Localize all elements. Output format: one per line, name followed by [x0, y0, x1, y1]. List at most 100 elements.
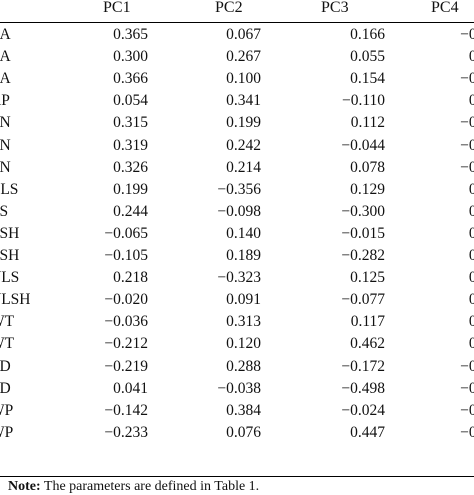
row-label: LSH — [0, 247, 20, 264]
cell-pc1: −0.212 — [104, 335, 148, 353]
cell-pc4: 0.22 — [468, 202, 474, 220]
cell-pc1: −0.219 — [104, 357, 148, 375]
table-row: VLS 0.218 −0.323 0.125 0.17 — [0, 267, 474, 289]
cell-pc3: 0.112 — [350, 114, 385, 132]
cell-pc2: 0.341 — [226, 92, 261, 110]
cell-pc3: −0.044 — [341, 136, 385, 154]
cell-pc3: −0.282 — [341, 247, 385, 264]
cell-pc2: 0.076 — [226, 423, 261, 441]
table-row: LA 0.365 0.067 0.166 −0.03 — [0, 24, 474, 46]
cell-pc3: −0.024 — [341, 401, 385, 419]
cell-pc4: 0.16 — [468, 247, 474, 264]
table-row: LN 0.319 0.242 −0.044 −0.02 — [0, 135, 474, 157]
cell-pc1: −0.065 — [104, 224, 148, 242]
row-label: WP — [0, 401, 14, 419]
cell-pc4: 0.17 — [468, 269, 474, 287]
table-row: WP −0.233 0.076 0.447 −0.04 — [0, 422, 474, 444]
cell-pc3: 0.462 — [350, 335, 385, 353]
table-row: TD −0.219 0.288 −0.172 −0.18 — [0, 356, 474, 378]
cell-pc2: 0.214 — [226, 158, 261, 176]
cell-pc2: 0.313 — [226, 313, 261, 331]
cell-pc1: 0.300 — [113, 48, 148, 66]
row-label: WP — [0, 423, 14, 441]
cell-pc4: −0.03 — [460, 26, 474, 43]
row-label: WT — [0, 335, 15, 353]
table-row: LA 0.366 0.100 0.154 −0.03 — [0, 68, 474, 90]
note-label: Note: — [8, 479, 41, 494]
cell-pc3: −0.015 — [341, 224, 385, 242]
cell-pc4: 0.64 — [468, 291, 474, 309]
cell-pc3: 0.166 — [350, 26, 385, 43]
row-label: VLS — [0, 269, 20, 287]
row-label: TD — [0, 357, 11, 375]
cell-pc3: −0.077 — [341, 291, 385, 309]
cell-pc2: 0.267 — [226, 48, 261, 66]
cell-pc4: 0.10 — [468, 92, 474, 110]
cell-pc3: −0.110 — [341, 92, 385, 110]
cell-pc1: 0.054 — [113, 92, 148, 110]
cell-pc2: −0.323 — [217, 269, 261, 287]
cell-pc1: 0.218 — [113, 269, 148, 287]
cell-pc3: −0.172 — [341, 357, 385, 375]
cell-pc1: 0.244 — [113, 202, 148, 220]
row-label: CLS — [0, 180, 19, 198]
cell-pc3: 0.055 — [350, 48, 385, 66]
cell-pc2: −0.098 — [217, 202, 261, 220]
table-row: LN 0.315 0.199 0.112 −0.12 — [0, 112, 474, 134]
row-label: TD — [0, 379, 11, 397]
cell-pc2: 0.100 — [226, 70, 261, 88]
row-label: LA — [0, 26, 11, 43]
cell-pc1: −0.105 — [104, 247, 148, 264]
table-row: LSH −0.105 0.189 −0.282 0.16 — [0, 245, 474, 267]
cell-pc1: −0.036 — [104, 313, 148, 331]
cell-pc4: −0.12 — [460, 114, 474, 132]
table-row: LA 0.300 0.267 0.055 0.02 — [0, 46, 474, 68]
cell-pc3: 0.447 — [350, 423, 385, 441]
cell-pc3: −0.498 — [341, 379, 385, 397]
cell-pc2: −0.356 — [217, 180, 261, 198]
cell-pc1: 0.366 — [113, 70, 148, 88]
cell-pc4: −0.23 — [460, 379, 474, 397]
cell-pc1: 0.365 — [113, 26, 148, 43]
header-rule — [0, 22, 474, 23]
cell-pc3: 0.078 — [350, 158, 385, 176]
column-header-pc2: PC2 — [215, 0, 243, 16]
cell-pc2: 0.091 — [226, 291, 261, 309]
cell-pc4: 0.16 — [468, 180, 474, 198]
table-row: LSH −0.065 0.140 −0.015 0.54 — [0, 223, 474, 245]
row-label: WT — [0, 313, 15, 331]
column-header-pc3: PC3 — [321, 0, 349, 16]
table-row: WP −0.142 0.384 −0.024 −0.05 — [0, 400, 474, 422]
cell-pc3: −0.300 — [341, 202, 385, 220]
cell-pc1: 0.319 — [113, 136, 148, 154]
row-label: AP — [0, 92, 10, 110]
cell-pc3: 0.154 — [350, 70, 385, 88]
cell-pc1: 0.041 — [113, 379, 148, 397]
cell-pc4: 0.54 — [468, 224, 474, 242]
row-label: LN — [0, 114, 11, 132]
cell-pc3: 0.125 — [350, 269, 385, 287]
table-row: LN 0.326 0.214 0.078 −0.10 — [0, 157, 474, 179]
table-note: Note: The parameters are defined in Tabl… — [8, 479, 259, 495]
cell-pc4: −0.05 — [460, 401, 474, 419]
row-label: LSH — [0, 224, 20, 242]
cell-pc2: 0.242 — [226, 136, 261, 154]
cell-pc1: −0.020 — [104, 291, 148, 309]
cell-pc4: 0.02 — [468, 48, 474, 66]
table-row: CLS 0.199 −0.356 0.129 0.16 — [0, 179, 474, 201]
row-label: LN — [0, 136, 11, 154]
cell-pc4: 0.00 — [468, 335, 474, 353]
cell-pc1: −0.142 — [104, 401, 148, 419]
cell-pc3: 0.117 — [350, 313, 385, 331]
cell-pc2: 0.120 — [226, 335, 261, 353]
cell-pc4: −0.02 — [460, 136, 474, 154]
row-label: LA — [0, 48, 11, 66]
row-label: LA — [0, 70, 11, 88]
cell-pc4: −0.03 — [460, 70, 474, 88]
cell-pc2: 0.384 — [226, 401, 261, 419]
table-row: WT −0.036 0.313 0.117 0.15 — [0, 311, 474, 333]
table-row: VLSH −0.020 0.091 −0.077 0.64 — [0, 289, 474, 311]
cell-pc4: −0.10 — [460, 158, 474, 176]
cell-pc1: −0.233 — [104, 423, 148, 441]
